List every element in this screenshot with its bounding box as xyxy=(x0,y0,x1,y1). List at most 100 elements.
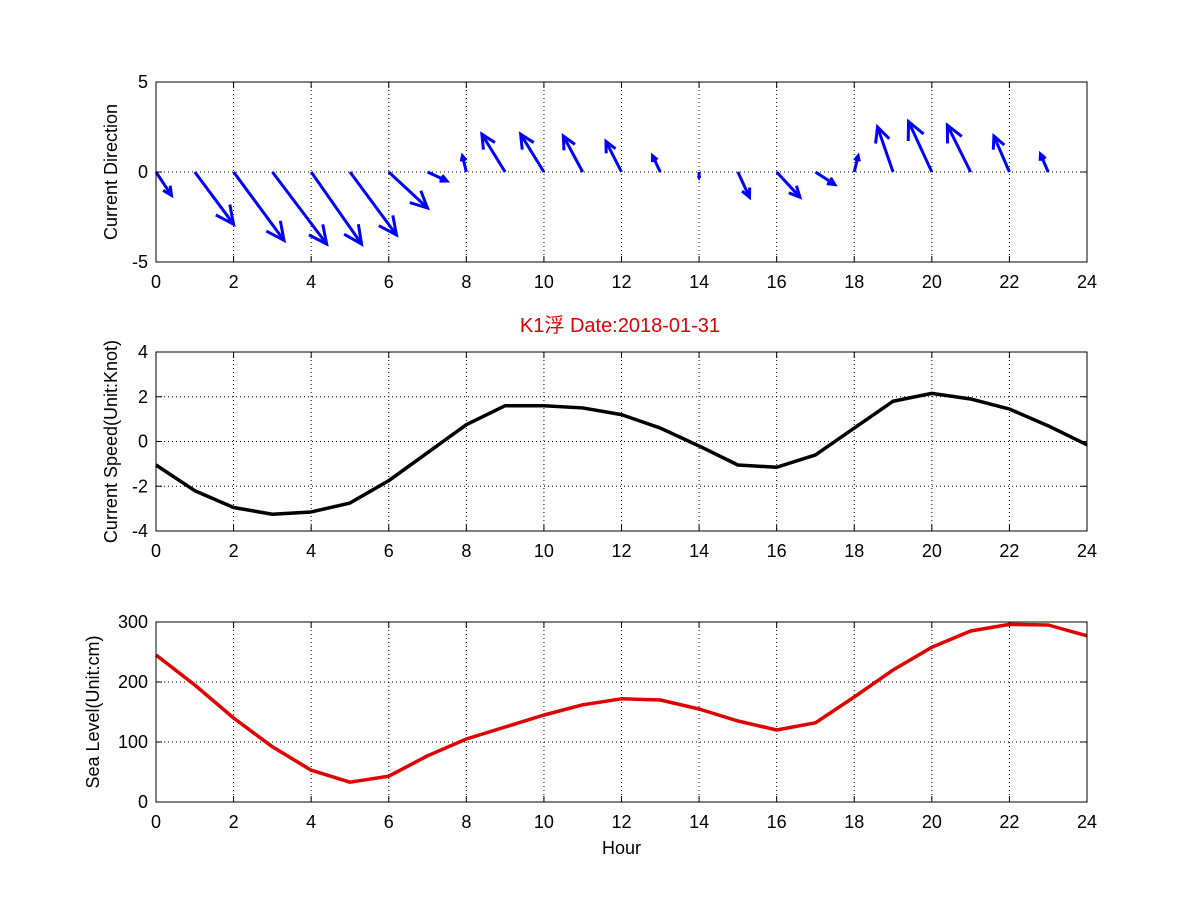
speed-y-tick-label: -4 xyxy=(132,521,148,541)
direction-x-tick-label: 2 xyxy=(229,272,239,292)
direction-vector-14 xyxy=(696,172,702,181)
vector-shaft xyxy=(271,171,328,245)
direction-vector-4 xyxy=(309,171,364,247)
direction-x-tick-label: 10 xyxy=(534,272,554,292)
vector-shaft xyxy=(309,171,363,245)
direction-x-tick-label: 24 xyxy=(1077,272,1097,292)
direction-x-tick-label: 16 xyxy=(767,272,787,292)
vector-shaft xyxy=(946,124,972,173)
direction-y-tick-label: 0 xyxy=(138,162,148,182)
direction-x-tick-label: 0 xyxy=(151,272,161,292)
vector-shaft xyxy=(736,171,751,198)
sealevel-y-tick-label: 200 xyxy=(118,672,148,692)
speed-x-tick-label: 22 xyxy=(999,541,1019,561)
sealevel-x-tick-label: 12 xyxy=(611,812,631,832)
direction-vector-3 xyxy=(271,171,329,247)
speed-y-tick-label: 0 xyxy=(138,432,148,452)
speed-x-tick-label: 18 xyxy=(844,541,864,561)
speed-x-tick-label: 20 xyxy=(922,541,942,561)
direction-vector-23 xyxy=(1038,150,1050,173)
vector-head xyxy=(874,123,891,144)
direction-vector-16 xyxy=(775,170,803,200)
direction-vector-8 xyxy=(459,152,468,173)
direction-vector-12 xyxy=(604,138,623,173)
direction-x-tick-label: 12 xyxy=(611,272,631,292)
direction-vector-21 xyxy=(945,122,972,173)
vector-head xyxy=(215,204,236,227)
vector-shaft xyxy=(348,171,398,236)
direction-y-tick-label: 5 xyxy=(138,72,148,92)
vector-shaft xyxy=(480,133,507,173)
direction-y-tick-label: -5 xyxy=(132,252,148,272)
speed-y-axis-label: Current Speed(Unit:Knot) xyxy=(101,340,121,543)
direction-vector-2 xyxy=(232,171,287,244)
sealevel-x-tick-label: 2 xyxy=(229,812,239,832)
vector-head xyxy=(343,224,364,247)
vector-head xyxy=(162,185,174,199)
vector-shaft xyxy=(193,171,235,226)
speed-y-tick-label: 2 xyxy=(138,387,148,407)
sealevel-y-tick-label: 100 xyxy=(118,732,148,752)
speed-x-tick-label: 10 xyxy=(534,541,554,561)
speed-y-tick-label: -2 xyxy=(132,476,148,496)
vector-shaft xyxy=(154,171,173,197)
sealevel-x-tick-label: 4 xyxy=(306,812,316,832)
direction-y-axis-label: Current Direction xyxy=(101,104,121,240)
direction-x-tick-label: 22 xyxy=(999,272,1019,292)
direction-vector-15 xyxy=(736,171,752,201)
direction-vector-0 xyxy=(154,171,174,199)
sealevel-x-tick-label: 14 xyxy=(689,812,709,832)
direction-x-tick-label: 6 xyxy=(384,272,394,292)
speed-x-tick-label: 16 xyxy=(767,541,787,561)
direction-vector-5 xyxy=(348,171,399,238)
vector-head xyxy=(788,185,803,200)
vector-shaft xyxy=(426,170,448,183)
speed-x-tick-label: 2 xyxy=(229,541,239,561)
sealevel-y-tick-label: 0 xyxy=(138,792,148,812)
vector-shaft xyxy=(561,135,585,173)
direction-vector-17 xyxy=(814,170,838,187)
direction-x-tick-label: 4 xyxy=(306,272,316,292)
vector-head xyxy=(265,220,287,244)
direction-x-tick-label: 20 xyxy=(922,272,942,292)
speed-x-tick-label: 24 xyxy=(1077,541,1097,561)
vector-head xyxy=(308,224,329,247)
direction-vector-9 xyxy=(480,131,507,173)
sealevel-x-tick-label: 8 xyxy=(461,812,471,832)
vector-head xyxy=(906,118,925,142)
vector-head xyxy=(991,132,1006,150)
speed-y-tick-label: 4 xyxy=(138,342,148,362)
direction-vector-20 xyxy=(906,118,934,173)
direction-x-tick-label: 8 xyxy=(461,272,471,292)
vector-head xyxy=(741,187,752,201)
vector-shaft xyxy=(604,140,623,173)
sealevel-x-tick-label: 0 xyxy=(151,812,161,832)
sealevel-x-tick-label: 20 xyxy=(922,812,942,832)
speed-x-tick-label: 8 xyxy=(461,541,471,561)
speed-x-tick-label: 0 xyxy=(151,541,161,561)
direction-vector-1 xyxy=(193,171,236,227)
direction-x-tick-label: 14 xyxy=(689,272,709,292)
vector-head xyxy=(518,131,535,150)
sealevel-x-tick-label: 18 xyxy=(844,812,864,832)
direction-vector-13 xyxy=(651,152,662,173)
sealevel-x-tick-label: 10 xyxy=(534,812,554,832)
vector-head xyxy=(439,174,451,183)
vector-head xyxy=(853,152,861,162)
sealevel-x-axis-label: Hour xyxy=(602,838,641,858)
direction-vector-19 xyxy=(874,123,895,173)
vector-shaft xyxy=(775,170,802,199)
vector-shaft xyxy=(814,170,836,186)
speed-x-tick-label: 4 xyxy=(306,541,316,561)
vector-shaft xyxy=(519,133,546,173)
direction-vector-7 xyxy=(426,170,451,183)
vector-head xyxy=(378,215,399,238)
vector-head xyxy=(604,138,617,154)
figure-title: K1浮 Date:2018-01-31 xyxy=(520,314,720,337)
vector-shaft xyxy=(232,171,286,242)
sealevel-x-tick-label: 22 xyxy=(999,812,1019,832)
